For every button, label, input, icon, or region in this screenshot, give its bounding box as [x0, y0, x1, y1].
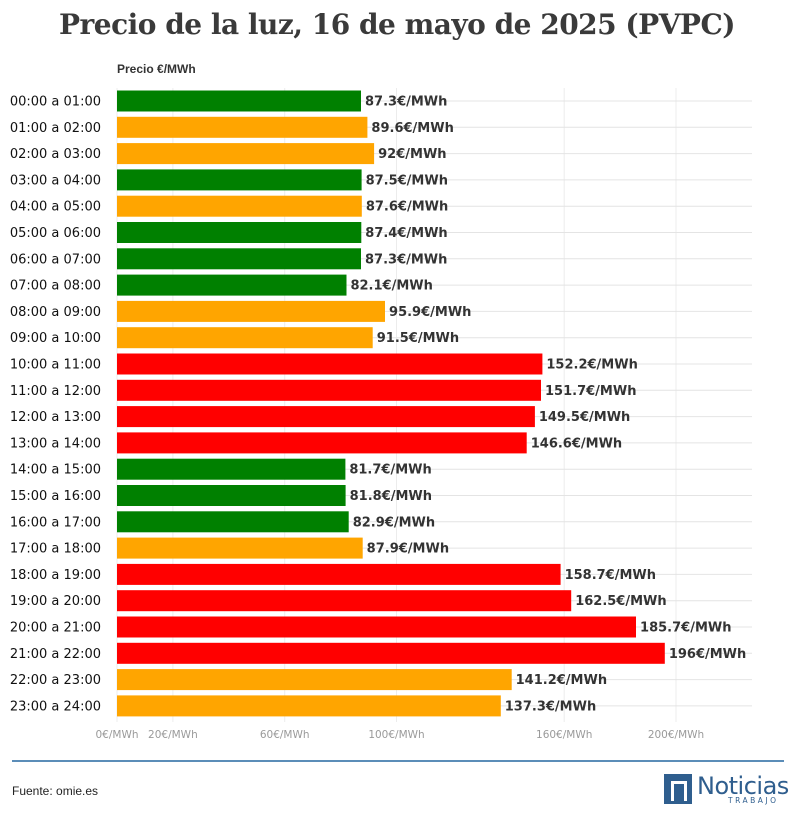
category-label: 07:00 a 08:00	[10, 279, 101, 294]
logo-n-icon	[664, 774, 692, 804]
value-labels: 87.3€/MWh 89.6€/MWh 92€/MWh 87.5€/MWh 87.6€/…	[349, 95, 746, 715]
bar	[117, 406, 535, 428]
value-label: 81.8€/MWh	[350, 489, 432, 504]
category-label: 04:00 a 05:00	[10, 200, 101, 215]
bar	[117, 116, 368, 138]
value-label: 82.9€/MWh	[353, 515, 435, 530]
value-label: 158.7€/MWh	[565, 568, 656, 583]
bar	[117, 511, 349, 533]
bar	[117, 274, 347, 296]
value-label: 146.6€/MWh	[531, 436, 622, 451]
logo-name: Noticias	[697, 772, 789, 800]
bar	[117, 248, 361, 270]
category-label: 06:00 a 07:00	[10, 252, 101, 267]
x-tick-label: 200€/MWh	[648, 729, 704, 741]
bar	[117, 327, 373, 349]
value-label: 87.6€/MWh	[366, 200, 448, 215]
value-label: 91.5€/MWh	[377, 331, 459, 346]
value-label: 89.6€/MWh	[371, 121, 453, 136]
category-label: 21:00 a 22:00	[10, 647, 101, 662]
bars	[117, 90, 665, 717]
value-label: 141.2€/MWh	[516, 673, 607, 688]
category-label: 10:00 a 11:00	[10, 358, 101, 373]
category-label: 00:00 a 01:00	[10, 95, 101, 110]
bar	[117, 590, 572, 612]
value-label: 87.4€/MWh	[365, 226, 447, 241]
bar	[117, 379, 541, 401]
bar	[117, 169, 362, 191]
chart-title: Precio de la luz, 16 de mayo de 2025 (PV…	[58, 8, 736, 41]
x-tick-label: 160€/MWh	[536, 729, 592, 741]
bar	[117, 563, 561, 585]
category-label: 03:00 a 04:00	[10, 173, 101, 188]
value-label: 87.9€/MWh	[367, 542, 449, 557]
x-tick-label: 100€/MWh	[368, 729, 424, 741]
category-label: 08:00 a 09:00	[10, 305, 101, 320]
x-tick-label: 20€/MWh	[148, 729, 198, 741]
category-label: 01:00 a 02:00	[10, 121, 101, 136]
category-label: 02:00 a 03:00	[10, 147, 101, 162]
category-label: 22:00 a 23:00	[10, 673, 101, 688]
bar	[117, 616, 636, 638]
category-labels: 00:00 a 01:00 01:00 a 02:00 02:00 a 03:00 0…	[10, 95, 101, 715]
category-label: 19:00 a 20:00	[10, 594, 101, 609]
source-note: Fuente: omie.es	[12, 784, 99, 798]
bar	[117, 222, 362, 243]
value-label: 82.1€/MWh	[350, 279, 432, 294]
bar	[117, 485, 346, 506]
x-axis-ticks: 0€/MWh 20€/MWh 60€/MWh 100€/MWh 160€/MWh 200€…	[96, 729, 705, 741]
value-label: 87.5€/MWh	[366, 173, 448, 188]
value-label: 149.5€/MWh	[539, 410, 630, 425]
category-label: 16:00 a 17:00	[10, 515, 101, 530]
value-label: 92€/MWh	[378, 147, 446, 162]
bar	[117, 90, 361, 112]
value-axis-label: Precio €/MWh	[117, 62, 196, 76]
bar-chart: 00:00 a 01:00 01:00 a 02:00 02:00 a 03:00 0…	[10, 88, 752, 741]
bar	[117, 195, 362, 217]
value-label: 196€/MWh	[669, 647, 746, 662]
bar	[117, 642, 665, 664]
x-tick-label: 0€/MWh	[96, 729, 139, 741]
logo-subtitle: TRABAJO	[728, 796, 779, 805]
value-label: 185.7€/MWh	[640, 621, 731, 636]
bar	[117, 695, 501, 717]
bar	[117, 537, 363, 559]
category-label: 14:00 a 15:00	[10, 463, 101, 478]
category-label: 15:00 a 16:00	[10, 489, 101, 504]
category-label: 20:00 a 21:00	[10, 621, 101, 636]
value-label: 81.7€/MWh	[349, 463, 431, 478]
value-label: 152.2€/MWh	[546, 358, 637, 373]
value-label: 162.5€/MWh	[575, 594, 666, 609]
bar	[117, 458, 346, 480]
value-label: 87.3€/MWh	[365, 252, 447, 267]
category-label: 12:00 a 13:00	[10, 410, 101, 425]
bar	[117, 353, 543, 375]
value-label: 137.3€/MWh	[505, 699, 596, 714]
bar	[117, 432, 527, 454]
category-label: 18:00 a 19:00	[10, 568, 101, 583]
category-label: 05:00 a 06:00	[10, 226, 101, 241]
category-label: 11:00 a 12:00	[10, 384, 101, 399]
category-label: 13:00 a 14:00	[10, 436, 101, 451]
value-label: 151.7€/MWh	[545, 384, 636, 399]
category-label: 23:00 a 24:00	[10, 699, 101, 714]
value-label: 95.9€/MWh	[389, 305, 471, 320]
bar	[117, 669, 512, 691]
brand-logo[interactable]: Noticias TRABAJO	[664, 772, 789, 806]
category-label: 17:00 a 18:00	[10, 542, 101, 557]
category-label: 09:00 a 10:00	[10, 331, 101, 346]
bar	[117, 143, 375, 165]
value-label: 87.3€/MWh	[365, 95, 447, 110]
bar	[117, 300, 385, 322]
footer-divider	[12, 760, 784, 762]
x-tick-label: 60€/MWh	[260, 729, 310, 741]
